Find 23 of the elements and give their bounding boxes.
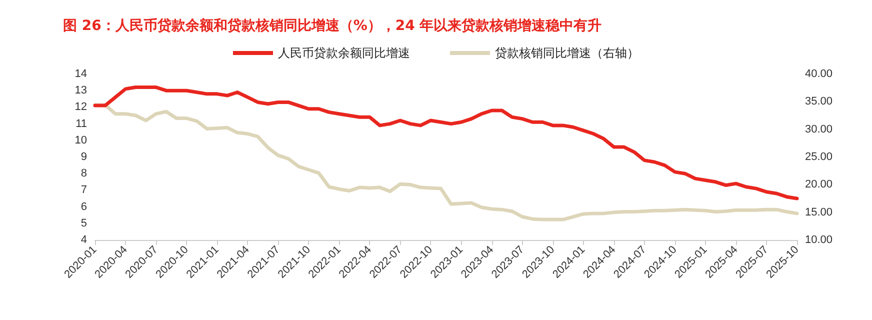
y2-tick-label: 35.00 <box>805 96 833 108</box>
y-tick-label: 9 <box>80 151 87 163</box>
line-series <box>93 103 799 222</box>
y2-tick-label: 10.00 <box>805 234 833 246</box>
y2-tick-label: 30.00 <box>805 123 833 136</box>
y2-tick-label: 20.00 <box>805 178 833 191</box>
legend-label: 人民币贷款余额同比增速 <box>278 46 410 60</box>
y2-tick-label: 25.00 <box>805 151 833 163</box>
chart-title: 图 26：人民币贷款余额和贷款核销同比增速（%），24 年以来贷款核销增速稳中有升 <box>63 17 602 34</box>
y-tick-label: 14 <box>74 68 87 80</box>
y-tick-label: 7 <box>80 184 87 196</box>
y-tick-label: 4 <box>80 234 87 246</box>
y-tick-label: 13 <box>74 84 87 97</box>
y-tick-label: 11 <box>76 118 87 130</box>
y-tick-label: 12 <box>74 101 87 114</box>
y2-tick-label: 15.00 <box>805 206 833 218</box>
y-tick-label: 5 <box>80 217 87 230</box>
y-tick-label: 6 <box>80 200 87 213</box>
legend-label: 贷款核销同比增速（右轴） <box>495 46 639 60</box>
y2-tick-label: 40.00 <box>805 68 833 80</box>
line-series <box>93 86 799 200</box>
y-tick-label: 8 <box>80 168 87 180</box>
y-tick-label: 10 <box>74 134 87 146</box>
